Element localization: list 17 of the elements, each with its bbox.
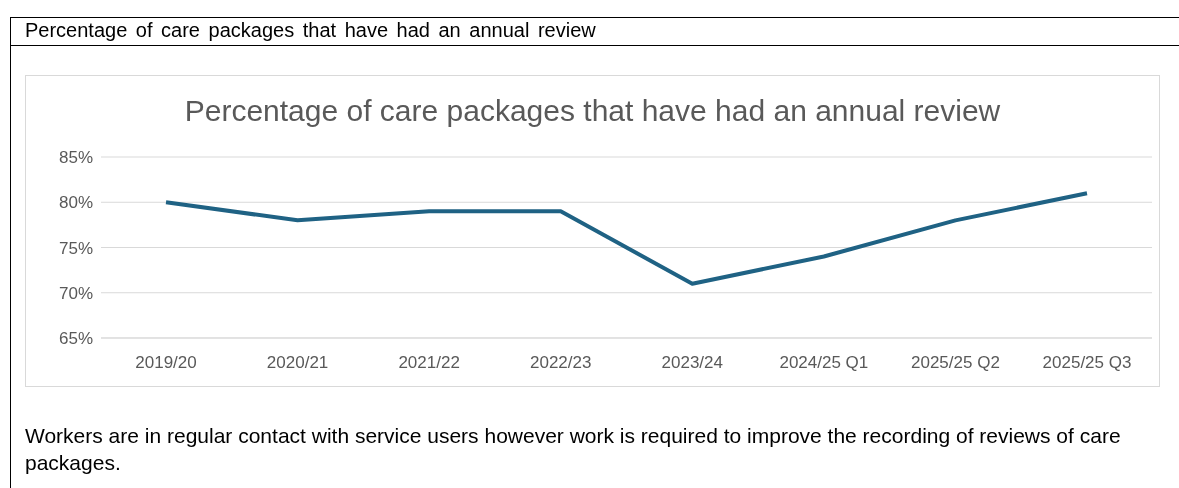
text: Workers are in regular contact with service users however work is required to improve the recording of reviews of care packages.	[25, 423, 1122, 476]
x-tick-label: 2023/24	[661, 353, 724, 373]
x-tick-label: 2019/20	[135, 353, 197, 373]
y-tick-label: 75%	[58, 238, 93, 258]
x-tick-label: 2024/25 Q1	[779, 353, 869, 373]
y-tick-label: 85%	[58, 148, 93, 168]
y-tick-label: 70%	[58, 283, 93, 303]
text: Percentage of care packages that have had an annual review	[25, 19, 596, 42]
x-tick-label: 2025/25 Q2	[911, 353, 1000, 373]
x-tick-label: 2020/21	[266, 353, 329, 373]
y-tick-label: 65%	[58, 329, 93, 349]
x-tick-label: 2022/23	[529, 353, 592, 373]
x-tick-label: 2025/25 Q3	[1042, 353, 1132, 373]
line-series	[164, 191, 1089, 286]
y-tick-label: 80%	[58, 193, 93, 213]
chart-title: Percentage of care packages that have had an annual review	[183, 94, 1002, 128]
x-tick-label: 2021/22	[398, 353, 460, 373]
